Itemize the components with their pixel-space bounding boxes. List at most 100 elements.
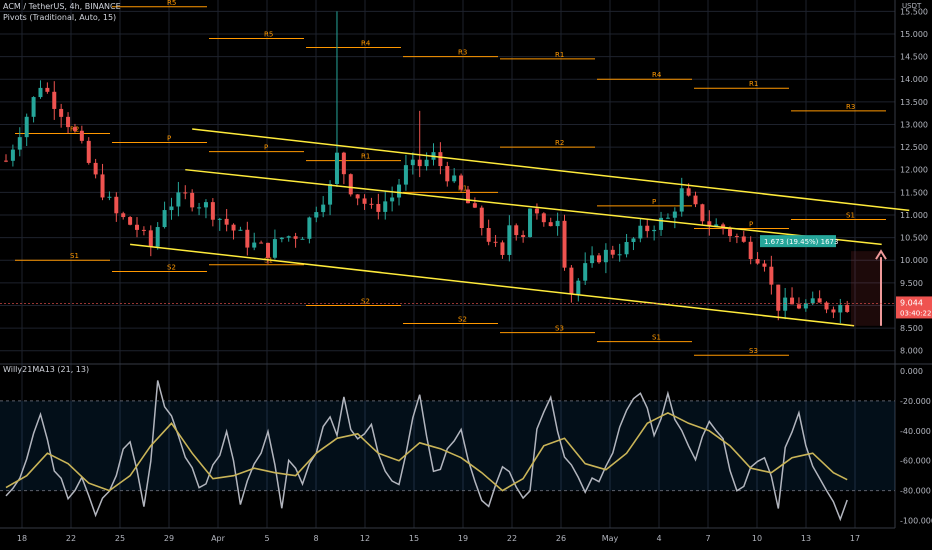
time-tick-label: 18 [17,534,27,543]
candle-body [135,224,140,230]
candle-body [817,298,822,303]
osc-tick-label: -20.000 [900,397,931,406]
candle-body [727,229,732,237]
candle-body [445,166,450,182]
currency-label: USDT [902,2,922,10]
price-tick-label: 15.000 [900,30,928,39]
last-price-box [896,296,932,319]
candle-body [141,229,146,231]
oscillator-title: Willy21MA13 (21, 13) [3,365,90,374]
pivot-label: R2 [555,139,564,147]
candle-body [831,309,836,313]
candle-body [210,202,215,220]
candle-body [610,249,615,255]
pivot-label: R3 [846,103,855,111]
candle-body [659,217,664,230]
candle-body [72,127,77,131]
candle-body [741,236,746,242]
pivot-label: R4 [361,40,371,48]
candle-body [672,211,677,218]
channel-line [192,128,910,212]
pivot-label: S1 [652,334,661,342]
candles [4,11,850,324]
pivot-label: R1 [361,153,370,161]
candle-body [390,197,395,202]
candle-body [328,184,333,205]
indicator-title: Pivots (Traditional, Auto, 15) [3,13,117,22]
pivot-label: R5 [167,0,176,7]
candle-body [100,174,105,198]
candle-body [465,189,470,204]
countdown-label: 03:40:22 [900,309,931,317]
channel-line [130,243,855,327]
osc-tick-label: -100.000 [900,517,932,526]
candle-body [472,203,477,208]
oscillator-band [0,400,895,491]
candle-body [59,108,64,117]
candle-body [693,195,698,205]
candle-body [314,212,319,218]
candle-body [52,91,57,109]
measure-label: 1.673 (19.45%) 1673 [764,238,838,246]
candle-body [424,159,429,167]
candle-body [17,137,22,150]
candle-body [66,116,71,128]
pivot-label: S3 [555,325,564,333]
price-tick-label: 9.500 [900,279,923,288]
candle-body [341,152,346,175]
candle-body [528,208,533,237]
candle-body [638,225,643,239]
candle-body [24,116,29,138]
last-price-label: 9.044 [900,298,923,307]
candle-body [679,188,684,212]
candle-body [541,213,546,223]
time-tick-label: 25 [115,534,125,543]
pivot-label: S2 [167,264,176,272]
candle-body [824,302,829,310]
time-tick-label: 10 [752,534,762,543]
candle-body [555,220,560,227]
pivot-label: S3 [749,347,758,355]
pivot-label: P [652,198,656,206]
time-tick-label: 8 [313,534,318,543]
price-tick-label: 14.500 [900,53,928,62]
candle-body [652,229,657,232]
candle-body [286,236,291,238]
candle-body [507,225,512,255]
candle-body [562,220,567,268]
price-tick-label: 12.500 [900,143,928,152]
price-tick-label: 15.500 [900,7,928,16]
candle-body [700,204,705,222]
candle-body [783,297,788,311]
candle-body [534,208,539,214]
axes: 15.500 15.000 14.500 14.000 13.500 13.000 12.5… [0,7,932,543]
measure-tool: 1.673 (19.45%) 1673 [760,235,887,326]
candle-body [569,267,574,295]
candle-body [362,198,367,204]
candle-body [838,304,843,313]
candle-body [452,175,457,182]
osc-tick-label: -80.000 [900,487,931,496]
candle-body [500,242,505,255]
candle-body [86,140,91,163]
oscillator-pane [0,380,895,522]
candle-body [245,229,250,248]
candle-body [252,242,257,248]
candle-body [624,242,629,255]
price-tick-label: 12.000 [900,166,928,175]
candle-body [79,130,84,141]
candle-body [93,162,98,175]
osc-tick-label: -60.000 [900,457,931,466]
time-tick-label: 29 [164,534,174,543]
pivot-label: S2 [458,316,467,324]
candle-body [459,175,464,190]
candle-body [197,207,202,209]
measure-arrowhead [875,249,887,260]
time-tick-label: 26 [556,534,566,543]
candle-body [348,174,353,195]
candle-body [279,237,284,240]
candle-body [293,236,298,239]
candle-body [590,255,595,264]
candle-body [266,242,271,258]
